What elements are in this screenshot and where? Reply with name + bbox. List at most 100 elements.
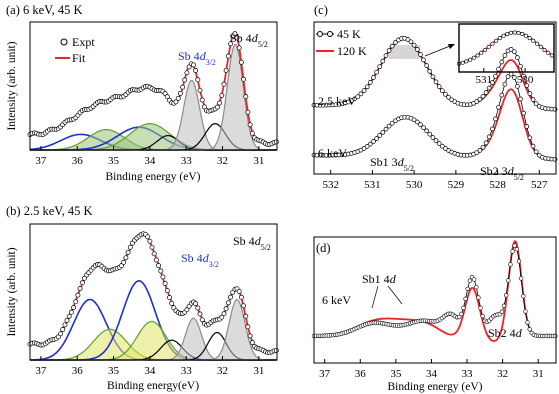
series-45k-point (361, 88, 367, 93)
expt-point (184, 307, 190, 313)
expt-point (236, 288, 242, 294)
series-45k-point (386, 48, 392, 53)
x-tick-label: 531 (364, 179, 381, 191)
expt-point (243, 313, 249, 319)
series-45k-point (502, 53, 508, 58)
expt-point (221, 311, 227, 317)
x-tick-label: 32 (497, 368, 508, 380)
expt-point (184, 70, 190, 76)
panel-a-title: (a) 6 keV, 45 K (6, 3, 83, 17)
series-45k-point (421, 125, 426, 131)
series-45k-point (523, 309, 528, 314)
panel-a-ylabel: Intensity (arb. unit) (6, 41, 18, 130)
inset-45k-point (497, 36, 502, 41)
series-45k-point (439, 143, 445, 149)
expt-point (241, 303, 247, 309)
series-45k-point (477, 96, 483, 102)
series-45k-point (490, 80, 495, 85)
series-45k-point (389, 120, 395, 126)
expt-point (182, 77, 188, 83)
series-45k-point (521, 294, 526, 299)
panel-d-title: (d) (316, 241, 331, 255)
expt-point (197, 311, 203, 317)
series-45k-point (459, 311, 464, 317)
series-45k-point (474, 99, 480, 104)
inset-45k-point (523, 33, 528, 38)
series-45k-point (518, 276, 524, 281)
series-45k-point (511, 49, 517, 55)
expt-point (77, 286, 83, 291)
series-45k-point (380, 58, 386, 64)
expt-point (160, 274, 166, 280)
series-45k-point (510, 249, 515, 254)
x-tick-label: 532 (322, 179, 339, 191)
expt-point (223, 67, 229, 73)
expt-point (147, 238, 153, 244)
series-45k-point (408, 39, 414, 45)
inset-highlight-region (389, 45, 421, 59)
series-45k-point (364, 144, 370, 149)
expt-point (162, 281, 168, 286)
expt-point (221, 81, 227, 87)
inset-arrow (424, 45, 451, 57)
series-45k-point (499, 309, 505, 314)
series-45k-point (474, 150, 480, 156)
expt-point (193, 301, 199, 307)
series-45k-point (516, 259, 522, 264)
expt-point (167, 295, 172, 300)
expt-point (64, 317, 70, 323)
panel-b-frame (29, 223, 278, 361)
legend-expt-label: Expt (72, 35, 95, 49)
series-45k-point (476, 295, 481, 300)
series-45k-point (533, 149, 539, 155)
series-45k-point (524, 124, 530, 129)
series-45k-point (490, 126, 495, 132)
series-45k-point (436, 141, 442, 146)
expt-point (217, 100, 223, 106)
expt-point (199, 317, 205, 323)
series-45k-point (530, 143, 536, 149)
series-45k-point (355, 94, 361, 100)
x-tick-label: 31 (253, 155, 264, 167)
series-45k-point (527, 135, 533, 141)
series-45k-point (418, 122, 423, 127)
panel-d-label-6kev: 6 keV (322, 293, 351, 307)
series-45k-point (436, 84, 442, 89)
component-fill (30, 129, 277, 150)
series-45k-point (393, 40, 398, 45)
series-45k-point (474, 284, 479, 290)
expt-point (156, 263, 162, 269)
series-45k-point (518, 63, 523, 69)
inset-45k-point (535, 41, 540, 46)
series-45k-point (427, 68, 433, 74)
x-tick-label: 531 (476, 74, 493, 86)
panel-d-x-ticks: 37 36 35 34 33 32 31 (319, 359, 544, 380)
expt-point (234, 35, 240, 41)
legend-expt-marker (60, 38, 68, 46)
expt-point (191, 62, 196, 68)
series-45k-point (493, 116, 498, 122)
expt-point (158, 268, 164, 274)
component-fill (30, 329, 277, 360)
series-45k-point (533, 101, 539, 107)
expt-point (145, 234, 151, 240)
panel-d: (d) 37 36 35 34 33 32 31 Binding energy (eV) 6… (311, 236, 558, 393)
expt-point (273, 347, 279, 353)
series-45k-point (496, 104, 501, 110)
series-45k-point (467, 278, 473, 283)
panel-c-label-sb1: Sb1 3d5/2 (370, 155, 414, 173)
series-45k-point (446, 94, 451, 100)
expt-point (238, 294, 244, 300)
legend-45k-marker (327, 31, 333, 37)
series-45k-point (515, 84, 520, 89)
series-45k-point (377, 133, 383, 138)
series-45k-point (504, 293, 509, 298)
expt-point (225, 53, 231, 59)
inset-arrow-head (448, 44, 455, 49)
inset-frame (458, 23, 555, 73)
series-45k-point (367, 80, 373, 85)
x-tick-label: 36 (72, 155, 84, 167)
series-45k-point (478, 305, 483, 311)
inset-45k-point (471, 55, 476, 60)
expt-point (223, 306, 229, 312)
